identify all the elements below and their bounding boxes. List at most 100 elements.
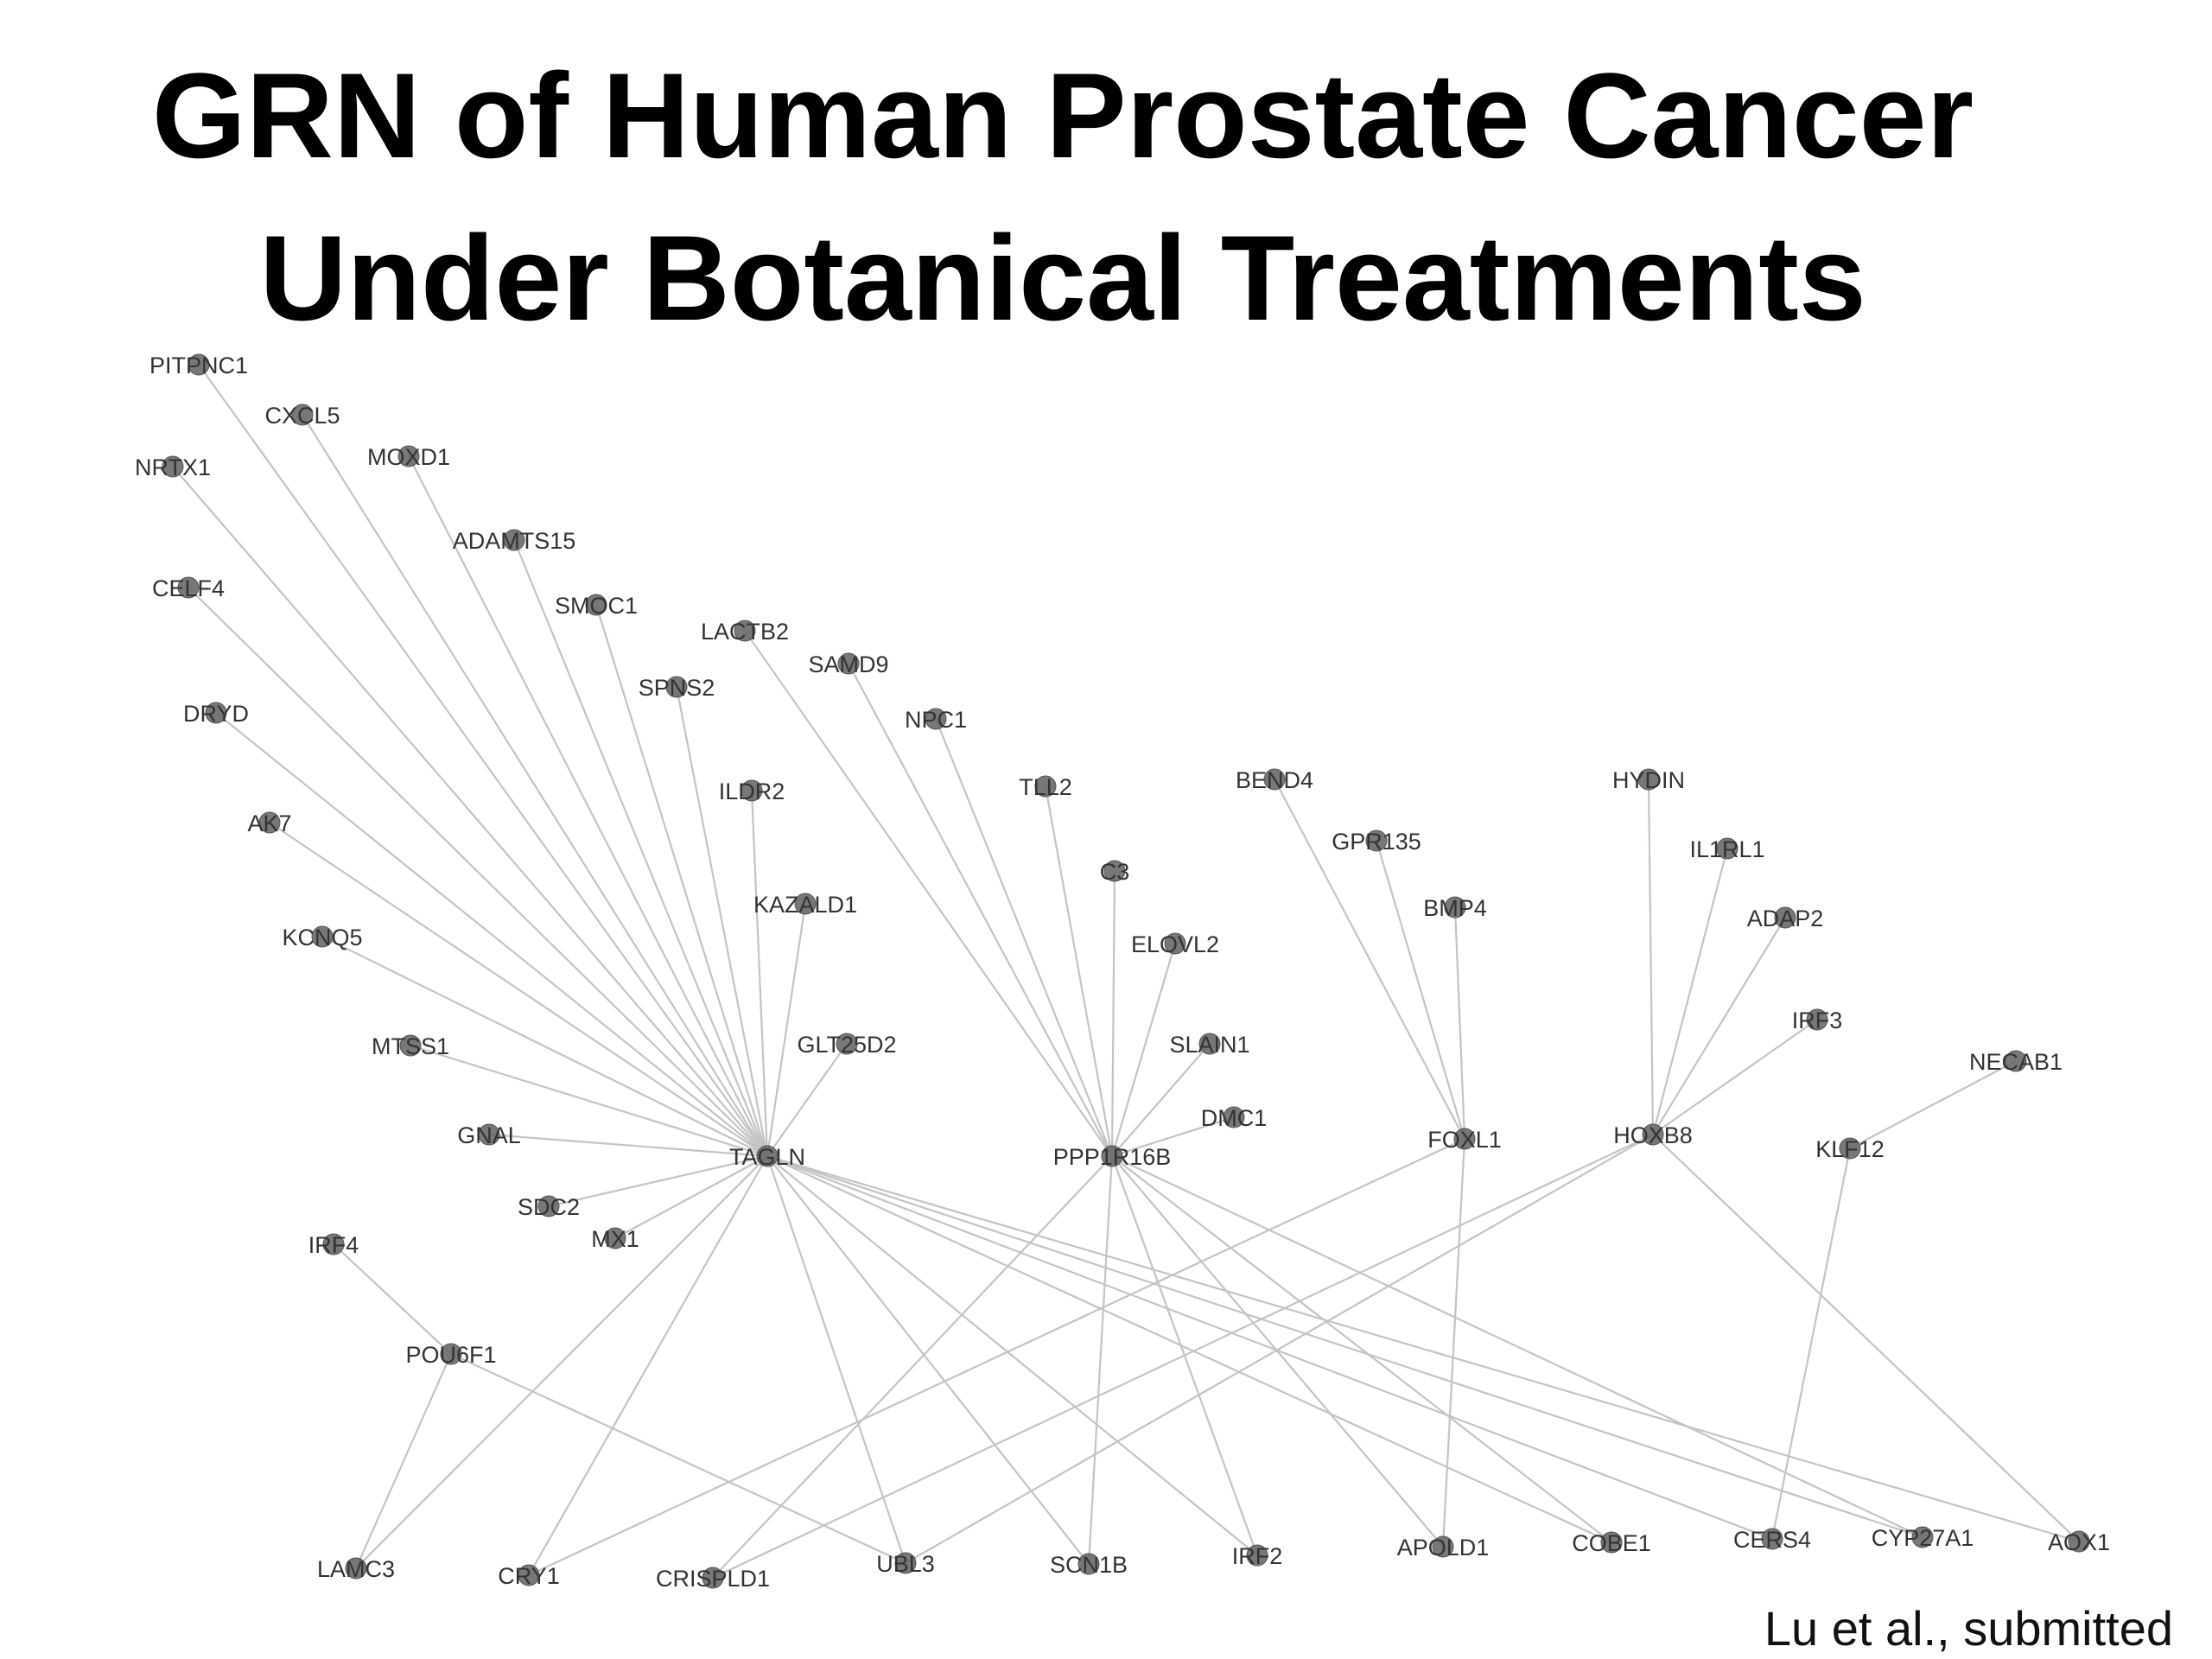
node-marker-cyp27a1[interactable] xyxy=(1911,1526,1934,1548)
node-marker-kcnq5[interactable] xyxy=(311,925,334,948)
node-marker-kazald1[interactable] xyxy=(794,893,817,915)
node-gnal[interactable]: GNAL xyxy=(457,1122,521,1148)
node-marker-glt25d2[interactable] xyxy=(836,1033,858,1055)
node-npc1[interactable]: NPC1 xyxy=(905,707,967,733)
node-tll2[interactable]: TLL2 xyxy=(1019,774,1072,800)
node-ppp1r16b[interactable]: PPP1R16B xyxy=(1053,1144,1172,1170)
node-marker-nrtx1[interactable] xyxy=(162,455,184,478)
node-marker-aox1[interactable] xyxy=(2068,1530,2090,1553)
node-smoc1[interactable]: SMOC1 xyxy=(555,593,638,619)
node-marker-gnal[interactable] xyxy=(478,1123,500,1146)
node-dryd[interactable]: DRYD xyxy=(183,701,249,727)
node-marker-dmc1[interactable] xyxy=(1223,1106,1245,1128)
node-klf12[interactable]: KLF12 xyxy=(1815,1136,1885,1162)
node-marker-ildr2[interactable] xyxy=(741,779,763,802)
node-celf4[interactable]: CELF4 xyxy=(152,575,225,601)
node-marker-crispld1[interactable] xyxy=(702,1567,724,1589)
node-marker-dryd[interactable] xyxy=(205,702,227,724)
node-scn1b[interactable]: SCN1B xyxy=(1050,1552,1128,1578)
node-necab1[interactable]: NECAB1 xyxy=(1969,1049,2063,1075)
node-marker-npc1[interactable] xyxy=(925,708,947,730)
node-sdc2[interactable]: SDC2 xyxy=(518,1194,580,1220)
node-ak7[interactable]: AK7 xyxy=(247,810,291,836)
node-marker-moxd1[interactable] xyxy=(397,445,420,467)
node-cyp27a1[interactable]: CYP27A1 xyxy=(1872,1525,1974,1551)
node-marker-mx1[interactable] xyxy=(604,1227,626,1249)
node-cxcl5[interactable]: CXCL5 xyxy=(264,403,340,429)
node-irf3[interactable]: IRF3 xyxy=(1792,1007,1843,1033)
node-marker-hoxb8[interactable] xyxy=(1642,1123,1664,1146)
node-moxd1[interactable]: MOXD1 xyxy=(367,444,450,470)
node-marker-slain1[interactable] xyxy=(1198,1033,1221,1055)
node-marker-cobe1[interactable] xyxy=(1600,1531,1623,1554)
node-ubl3[interactable]: UBL3 xyxy=(876,1551,935,1577)
node-marker-irf4[interactable] xyxy=(322,1233,345,1255)
node-cobe1[interactable]: COBE1 xyxy=(1572,1530,1651,1556)
node-marker-il1rl1[interactable] xyxy=(1716,837,1738,860)
node-marker-bmp4[interactable] xyxy=(1444,896,1466,918)
node-marker-ppp1r16b[interactable] xyxy=(1101,1145,1123,1167)
node-cry1[interactable]: CRY1 xyxy=(498,1563,560,1589)
node-irf2[interactable]: IRF2 xyxy=(1232,1543,1283,1569)
node-bend4[interactable]: BEND4 xyxy=(1236,767,1313,793)
node-marker-lactb2[interactable] xyxy=(734,620,756,642)
node-marker-samd9[interactable] xyxy=(837,652,860,675)
node-hoxb8[interactable]: HOXB8 xyxy=(1613,1122,1693,1148)
node-mtss1[interactable]: MTSS1 xyxy=(372,1033,449,1059)
node-marker-sdc2[interactable] xyxy=(537,1195,560,1217)
node-marker-scn1b[interactable] xyxy=(1077,1553,1100,1575)
node-lactb2[interactable]: LACTB2 xyxy=(701,619,789,645)
node-bmp4[interactable]: BMP4 xyxy=(1423,895,1487,921)
node-marker-adap2[interactable] xyxy=(1774,906,1796,929)
node-elovl2[interactable]: ELOVL2 xyxy=(1131,931,1219,957)
node-marker-cry1[interactable] xyxy=(518,1564,540,1586)
node-apold1[interactable]: APOLD1 xyxy=(1397,1535,1490,1560)
node-marker-adamts15[interactable] xyxy=(503,529,525,551)
node-spns2[interactable]: SPNS2 xyxy=(639,675,715,701)
node-aox1[interactable]: AOX1 xyxy=(2048,1529,2110,1555)
node-dmc1[interactable]: DMC1 xyxy=(1201,1105,1268,1131)
node-kcnq5[interactable]: KCNQ5 xyxy=(282,925,362,950)
node-glt25d2[interactable]: GLT25D2 xyxy=(797,1032,896,1058)
node-marker-foxl1[interactable] xyxy=(1453,1128,1476,1150)
node-marker-bend4[interactable] xyxy=(1263,768,1286,791)
node-hydin[interactable]: HYDIN xyxy=(1612,767,1685,793)
node-ildr2[interactable]: ILDR2 xyxy=(719,779,785,804)
node-marker-elovl2[interactable] xyxy=(1164,932,1186,955)
node-nrtx1[interactable]: NRTX1 xyxy=(135,454,211,480)
node-marker-necab1[interactable] xyxy=(2005,1050,2027,1072)
node-marker-pitpnc1[interactable] xyxy=(188,353,210,376)
node-marker-spns2[interactable] xyxy=(665,676,688,698)
node-marker-smoc1[interactable] xyxy=(585,594,607,616)
node-marker-irf2[interactable] xyxy=(1246,1544,1268,1567)
node-marker-lamc3[interactable] xyxy=(345,1557,367,1580)
node-pitpnc1[interactable]: PITPNC1 xyxy=(149,353,248,378)
node-marker-klf12[interactable] xyxy=(1839,1137,1861,1160)
node-gpr135[interactable]: GPR135 xyxy=(1332,829,1421,855)
node-marker-apold1[interactable] xyxy=(1432,1535,1454,1558)
node-marker-ak7[interactable] xyxy=(258,811,281,834)
node-cers4[interactable]: CERS4 xyxy=(1733,1527,1811,1553)
node-c3[interactable]: C3 xyxy=(1100,859,1130,885)
node-marker-irf3[interactable] xyxy=(1806,1008,1828,1031)
node-slain1[interactable]: SLAIN1 xyxy=(1169,1032,1249,1058)
node-il1rl1[interactable]: IL1RL1 xyxy=(1689,836,1764,862)
node-marker-hydin[interactable] xyxy=(1637,768,1660,791)
node-marker-c3[interactable] xyxy=(1103,860,1126,882)
node-marker-celf4[interactable] xyxy=(177,576,200,599)
node-foxl1[interactable]: FOXL1 xyxy=(1427,1127,1502,1153)
node-marker-ubl3[interactable] xyxy=(894,1552,917,1574)
node-marker-cxcl5[interactable] xyxy=(291,404,314,426)
node-pou6f1[interactable]: POU6F1 xyxy=(405,1342,496,1368)
node-adamts15[interactable]: ADAMTS15 xyxy=(453,528,576,554)
node-crispld1[interactable]: CRISPLD1 xyxy=(656,1566,770,1592)
node-marker-gpr135[interactable] xyxy=(1365,830,1388,852)
node-lamc3[interactable]: LAMC3 xyxy=(317,1556,395,1582)
node-kazald1[interactable]: KAZALD1 xyxy=(753,892,857,918)
node-marker-pou6f1[interactable] xyxy=(440,1343,462,1365)
node-marker-cers4[interactable] xyxy=(1761,1528,1783,1550)
node-marker-mtss1[interactable] xyxy=(399,1034,422,1057)
node-tagln[interactable]: TAGLN xyxy=(729,1144,805,1170)
node-marker-tll2[interactable] xyxy=(1034,775,1057,798)
node-adap2[interactable]: ADAP2 xyxy=(1747,906,1824,931)
